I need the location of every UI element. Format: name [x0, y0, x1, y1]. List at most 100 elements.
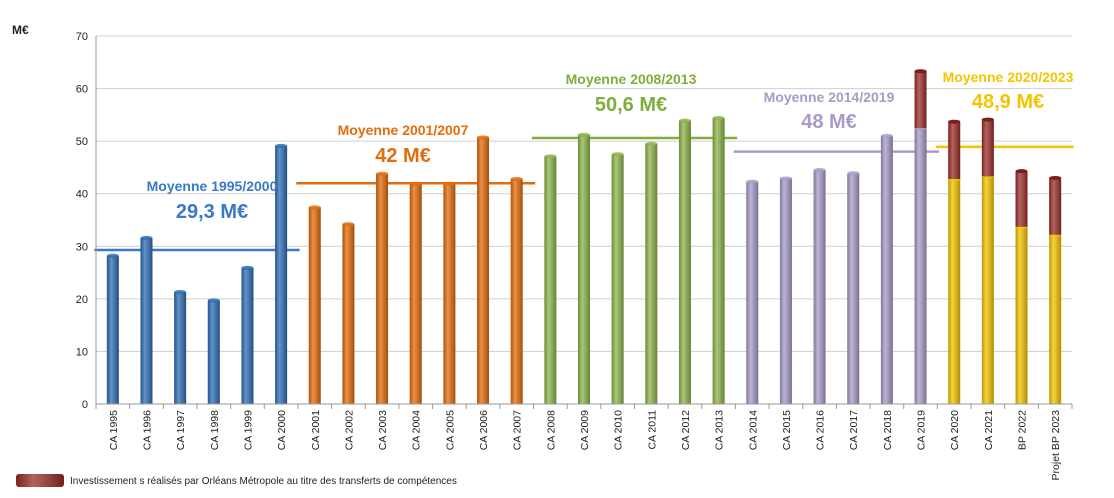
y-tick-label: 10: [76, 346, 88, 358]
bar-metropole-cap: [1049, 175, 1062, 180]
bar-metropole-cap: [948, 119, 961, 124]
bar-cap: [308, 205, 321, 210]
y-tick-label: 0: [82, 399, 88, 411]
bar-cap: [779, 176, 792, 181]
x-category-label: CA 1999: [242, 410, 254, 450]
bar-cap: [578, 132, 590, 137]
x-category-label: CA 2011: [646, 410, 658, 450]
bar-metropole-shading: [914, 71, 927, 128]
average-value-label: 42 M€: [375, 145, 431, 167]
y-tick-label: 60: [76, 84, 88, 96]
legend-swatch-shine: [16, 474, 64, 487]
bar-cap: [611, 152, 624, 157]
y-tick-label: 40: [76, 189, 88, 201]
bar-shading: [1015, 226, 1028, 404]
bar-cap: [342, 222, 355, 227]
bar-cap: [174, 290, 187, 295]
legend-label: Investissement s réalisés par Orléans Mé…: [70, 476, 457, 487]
bar-shading: [510, 178, 523, 404]
average-value-label: 29,3 M€: [176, 201, 248, 223]
bar-cap: [477, 135, 490, 140]
bar-cap: [712, 116, 725, 121]
bar-shading: [241, 267, 254, 404]
bar-metropole-shading: [948, 121, 961, 179]
bar-shading: [746, 181, 759, 404]
average-period-label: Moyenne 2008/2013: [566, 71, 697, 87]
bar-metropole-cap: [914, 69, 927, 74]
bar-shading: [443, 183, 456, 404]
average-period-label: Moyenne 2014/2019: [764, 89, 895, 105]
y-axis-unit-label: M€: [12, 23, 29, 37]
x-category-label: CA 1996: [141, 410, 153, 450]
x-category-label: CA 1997: [175, 410, 187, 450]
x-category-label: CA 2017: [848, 410, 860, 450]
bar-shading: [376, 173, 389, 404]
x-category-label: CA 2016: [815, 410, 827, 450]
bar-shading: [611, 154, 624, 404]
average-value-label: 48,9 M€: [972, 91, 1044, 113]
bar-metropole-cap: [1015, 169, 1028, 174]
x-category-label: CA 2020: [949, 410, 961, 450]
bar-shading: [342, 224, 355, 404]
bar-cap: [106, 253, 119, 258]
x-category-label: CA 2002: [343, 410, 355, 450]
bar-cap: [140, 235, 153, 240]
bar-shading: [140, 237, 153, 404]
bar-cap: [746, 179, 759, 184]
bar-cap: [847, 171, 860, 176]
bar-cap: [275, 143, 288, 148]
x-category-label: CA 2007: [512, 410, 524, 450]
y-tick-label: 20: [76, 294, 88, 306]
x-category-label: CA 2013: [714, 410, 726, 450]
bar-cap: [880, 133, 893, 138]
bar-cap: [443, 181, 456, 186]
x-category-label: CA 2008: [545, 410, 557, 450]
bar-shading: [948, 178, 961, 404]
x-category-label: CA 2021: [983, 410, 995, 450]
x-category-label: CA 2004: [411, 410, 423, 450]
bar-shading: [106, 255, 119, 404]
x-category-label: CA 2010: [613, 410, 625, 450]
x-category-label: CA 2000: [276, 410, 288, 450]
average-value-label: 50,6 M€: [595, 94, 667, 116]
bar-cap: [678, 118, 691, 123]
x-category-label: CA 2015: [781, 410, 793, 450]
y-tick-label: 50: [76, 136, 88, 148]
x-category-label: CA 2005: [444, 410, 456, 450]
bar-shading: [914, 128, 927, 404]
bar-cap: [544, 154, 557, 159]
bar-shading: [477, 137, 490, 404]
bar-shading: [880, 135, 893, 404]
bar-shading: [779, 178, 792, 404]
bar-shading: [981, 176, 994, 404]
x-category-label: CA 2006: [478, 410, 490, 450]
x-category-label: CA 2014: [747, 410, 759, 450]
bar-shading: [275, 145, 288, 405]
x-category-label: CA 1998: [209, 410, 221, 450]
bar-shading: [847, 173, 860, 404]
average-period-label: Moyenne 2001/2007: [338, 122, 469, 138]
bar-metropole-cap: [981, 117, 994, 122]
x-category-label: CA 2009: [579, 410, 591, 450]
bar-shading: [578, 134, 590, 404]
x-category-label: CA 2012: [680, 410, 692, 450]
x-category-label: CA 1995: [108, 410, 120, 450]
bar-cap: [207, 298, 220, 303]
bar-metropole-shading: [1015, 171, 1028, 227]
x-category-label: BP 2022: [1017, 410, 1029, 450]
bar-shading: [678, 120, 691, 404]
bar-metropole-shading: [981, 119, 994, 177]
bar-shading: [174, 292, 187, 404]
x-category-label: CA 2003: [377, 410, 389, 450]
average-period-label: Moyenne 2020/2023: [943, 69, 1074, 85]
bar-cap: [241, 265, 254, 270]
bar-shading: [409, 183, 422, 404]
bar-cap: [645, 141, 658, 146]
bar-shading: [712, 118, 725, 405]
bar-cap: [376, 171, 389, 176]
bar-shading: [1049, 234, 1062, 404]
bar-shading: [813, 170, 826, 404]
bar-shading: [645, 143, 658, 404]
x-category-label: CA 2019: [916, 410, 928, 450]
